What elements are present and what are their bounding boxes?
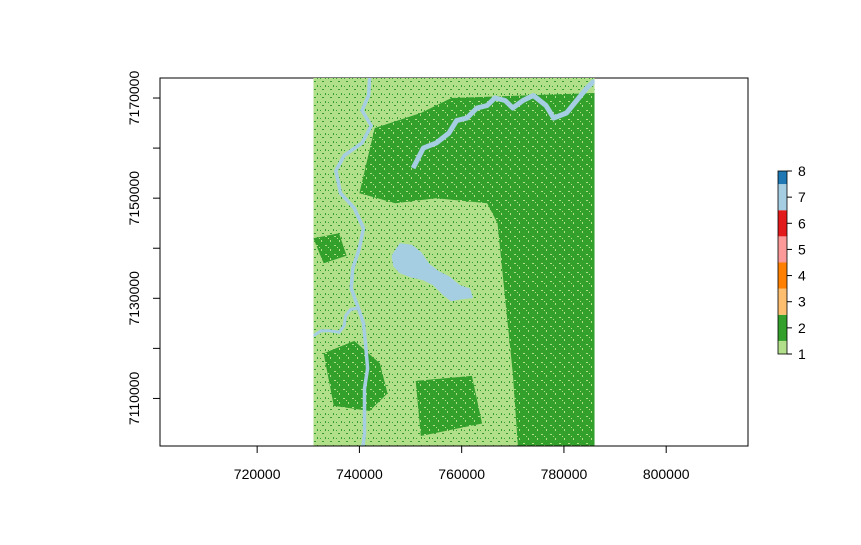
x-tick-label-1: 720000 (234, 466, 281, 482)
river-north-south (334, 78, 373, 446)
y-axis-ticks: 7170000 7150000 7130000 7110000 (126, 71, 160, 425)
legend-label-6: 6 (798, 215, 806, 231)
legend-label-4: 4 (798, 268, 806, 284)
x-tick-label-3: 760000 (438, 466, 485, 482)
legend-label-3: 3 (798, 294, 806, 310)
class-2-regions (313, 93, 595, 446)
legend-label-7: 7 (798, 189, 806, 205)
raster-layer (313, 78, 595, 446)
legend-label-5: 5 (798, 241, 806, 257)
x-tick-label-4: 780000 (541, 466, 588, 482)
legend-swatch-5 (778, 236, 787, 263)
legend-swatch-7 (778, 184, 787, 211)
legend-swatch-1 (778, 340, 787, 354)
legend-swatch-3 (778, 288, 787, 315)
y-tick-label-3: 7150000 (126, 171, 142, 226)
dark-region-4 (313, 233, 347, 264)
y-tick-label-5: 7130000 (126, 271, 142, 326)
legend-label-8: 8 (798, 163, 806, 179)
dark-region-3 (415, 375, 483, 436)
y-tick-label-7: 7110000 (126, 371, 142, 425)
legend-swatch-4 (778, 262, 787, 289)
x-tick-label-2: 740000 (336, 466, 383, 482)
legend-colorbar: 1 2 3 4 5 6 7 8 (777, 163, 806, 362)
legend-frame (777, 170, 788, 355)
legend-label-1: 1 (798, 346, 806, 362)
legend-swatch-6 (778, 210, 787, 237)
legend-swatch-8 (778, 171, 787, 185)
legend-swatch-2 (778, 314, 787, 341)
x-tick-label-5: 800000 (643, 466, 690, 482)
dark-region-1 (359, 93, 595, 446)
river-south-branch (313, 306, 359, 338)
dark-region-2 (323, 340, 388, 411)
class-7-water (313, 78, 595, 446)
river-east (410, 78, 595, 170)
x-axis-ticks: 720000 740000 760000 780000 800000 (234, 446, 690, 482)
reservoir-lake (391, 243, 473, 302)
y-tick-label-1: 7170000 (126, 71, 142, 126)
legend-label-2: 2 (798, 320, 806, 336)
